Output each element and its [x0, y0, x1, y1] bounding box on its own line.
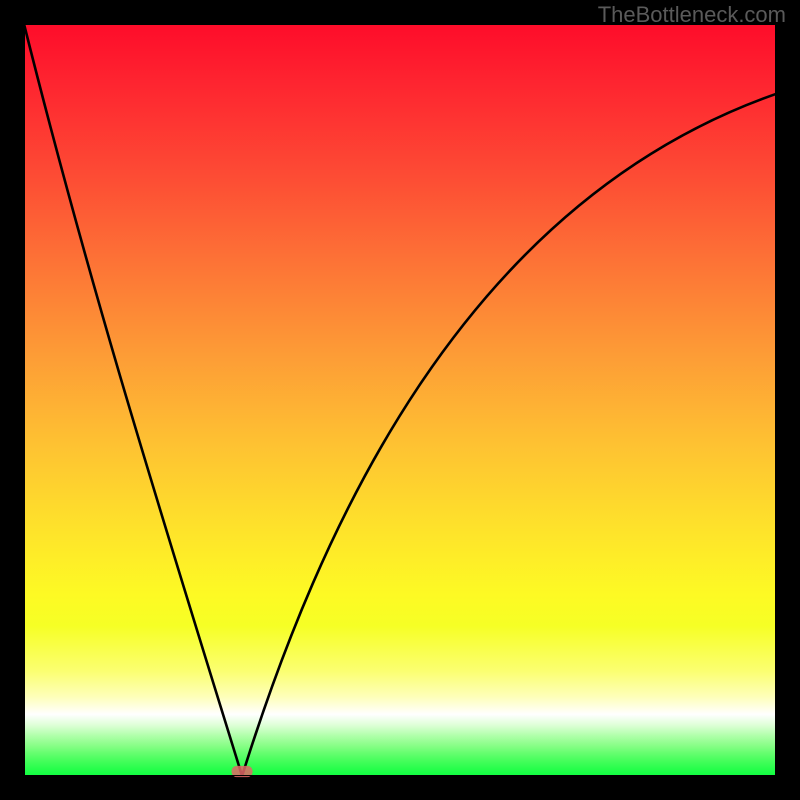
plot-background [24, 24, 776, 776]
chart-container: TheBottleneck.com [0, 0, 800, 800]
bottleneck-chart [0, 0, 800, 800]
watermark-text: TheBottleneck.com [598, 2, 786, 28]
